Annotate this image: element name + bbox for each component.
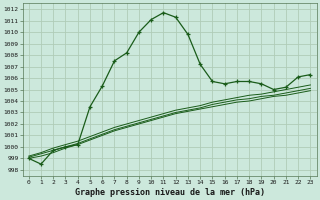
X-axis label: Graphe pression niveau de la mer (hPa): Graphe pression niveau de la mer (hPa) [75, 188, 265, 197]
